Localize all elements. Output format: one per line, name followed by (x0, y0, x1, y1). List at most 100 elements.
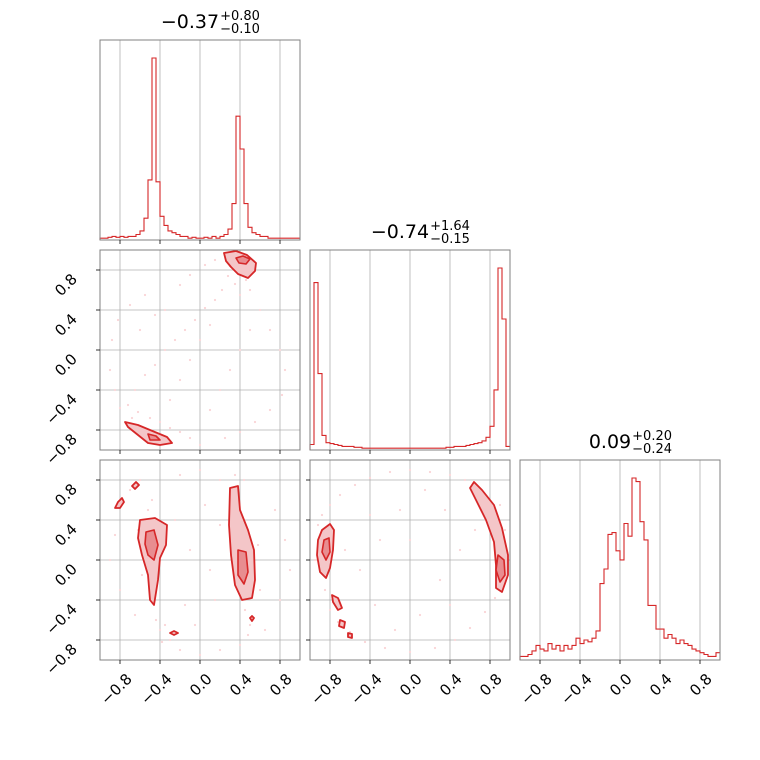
sample-point (383, 646, 387, 650)
sample-point (468, 626, 472, 630)
x-tick-label: 0.4 (436, 670, 466, 700)
sample-point (320, 513, 324, 517)
x-tick-label: −0.8 (517, 670, 555, 708)
sample-point (244, 278, 248, 282)
sample-point (183, 603, 187, 607)
sample-point (173, 518, 177, 522)
sample-point (198, 468, 202, 472)
sample-point (183, 328, 187, 332)
sample-point (248, 288, 252, 292)
sample-point (343, 548, 347, 552)
x-tick-label: 0.8 (266, 670, 296, 700)
sample-point (238, 293, 242, 297)
sample-point (133, 388, 137, 392)
sample-point (418, 613, 422, 617)
sample-point (213, 298, 217, 302)
sample-point (158, 628, 162, 632)
sample-point (258, 308, 262, 312)
sample-point (408, 538, 412, 542)
sample-point (408, 468, 412, 472)
sample-point (208, 323, 212, 327)
sample-point (248, 623, 252, 627)
sample-point (113, 533, 117, 537)
sample-point (218, 478, 222, 482)
sample-point (278, 348, 282, 352)
x-tick-label: −0.4 (557, 670, 595, 708)
x-tick-label: −0.8 (97, 670, 135, 708)
sample-point (193, 318, 197, 322)
density-contour-inner (144, 529, 159, 561)
sample-point (198, 443, 202, 447)
sample-point (423, 488, 427, 492)
sample-point (253, 420, 257, 424)
sample-point (110, 338, 114, 342)
sample-point (163, 308, 167, 312)
y-tick-label: 0.8 (51, 270, 81, 300)
y-tick-label: −0.4 (42, 390, 80, 428)
y-tick-label: 0.4 (51, 310, 81, 340)
sample-point (368, 513, 372, 517)
sample-point (278, 598, 282, 602)
sample-point (243, 608, 247, 612)
sample-point (188, 548, 192, 552)
sample-point (208, 408, 212, 412)
sample-point (283, 538, 287, 542)
sample-point (368, 476, 372, 480)
sample-point (163, 348, 167, 352)
histogram-step (519, 477, 720, 660)
sample-point (168, 398, 172, 402)
x-tick-label: −0.8 (307, 670, 345, 708)
x-tick-label: −0.4 (137, 670, 175, 708)
density-contour-outer (331, 594, 343, 611)
x-tick-label: 0.8 (476, 670, 506, 700)
density-contour-inner (237, 549, 249, 585)
sample-point (188, 273, 192, 277)
sample-point (323, 588, 327, 592)
sample-point (213, 258, 217, 262)
x-tick-label: 0.0 (606, 670, 636, 700)
sample-point (313, 558, 317, 562)
sample-point (223, 436, 227, 440)
sample-point (108, 558, 112, 562)
sample-point (203, 503, 207, 507)
sample-point (228, 368, 232, 372)
sample-point (258, 588, 262, 592)
sample-point (128, 488, 132, 492)
sample-point (246, 633, 250, 637)
sample-point (453, 638, 457, 642)
sample-point (273, 508, 277, 512)
sample-point (220, 288, 224, 292)
x-tick-label: −0.4 (347, 670, 385, 708)
sample-point (208, 568, 212, 572)
sample-point (463, 478, 467, 482)
sample-point (136, 410, 140, 414)
y-tick-label: 0.4 (51, 520, 81, 550)
sample-point (280, 393, 284, 397)
sample-point (148, 416, 152, 420)
sample-point (268, 328, 272, 332)
sample-point (178, 648, 182, 652)
sample-point (493, 596, 497, 600)
sample-point (256, 543, 260, 547)
sample-point (378, 538, 382, 542)
sample-point (108, 368, 112, 372)
sample-point (226, 274, 230, 278)
sample-point (388, 470, 392, 474)
y-tick-label: −0.4 (42, 600, 80, 638)
sample-point (150, 498, 154, 502)
sample-point (483, 610, 487, 614)
sample-point (218, 523, 222, 527)
sample-point (130, 416, 134, 420)
sample-point (193, 623, 197, 627)
density-contour-outer (169, 630, 179, 636)
x-tick-label: 0.0 (186, 670, 216, 700)
density-contour-inner (495, 554, 506, 583)
sample-point (408, 650, 412, 654)
x-tick-label: 0.4 (646, 670, 676, 700)
title-lower-error: −0.24 (632, 442, 672, 457)
histogram-step (309, 267, 510, 450)
sample-point (188, 358, 192, 362)
y-tick-label: 0.0 (51, 560, 81, 590)
title-value: −0.74 (371, 221, 429, 243)
sample-point (126, 403, 130, 407)
